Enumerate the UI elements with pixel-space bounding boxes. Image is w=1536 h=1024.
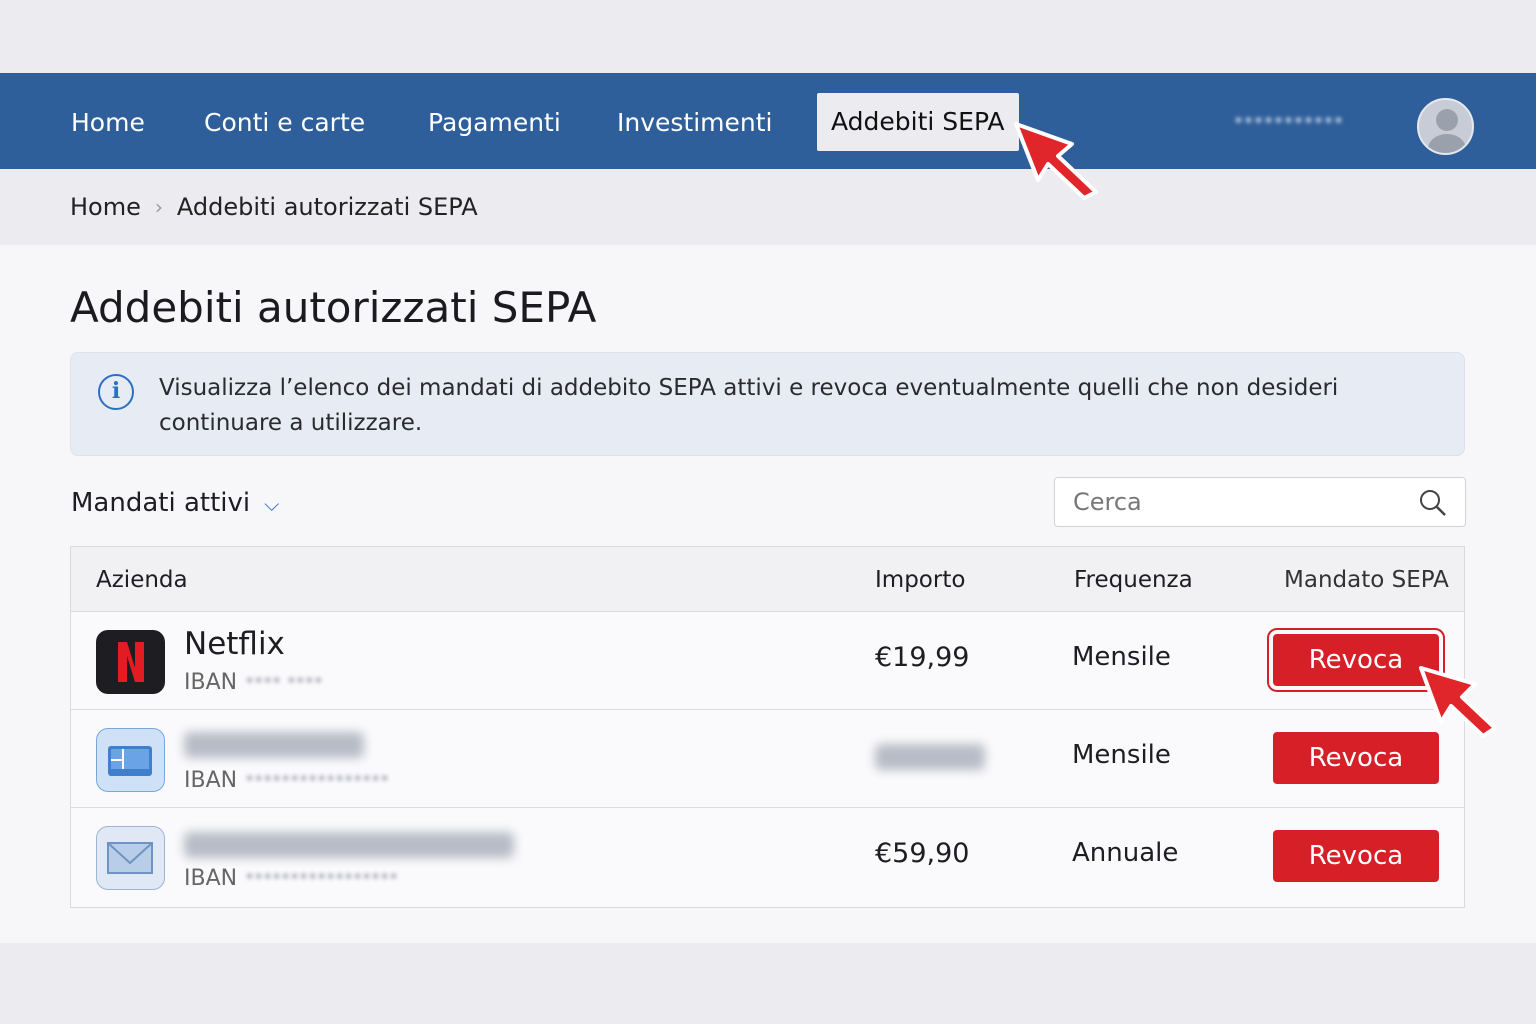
amount-redacted — [875, 744, 985, 770]
info-icon: i — [98, 374, 134, 410]
frequency: Annuale — [1072, 838, 1179, 868]
nav-addebiti-sepa[interactable]: Addebiti SEPA — [817, 93, 1019, 151]
breadcrumb-home[interactable]: Home — [70, 193, 141, 221]
avatar[interactable] — [1417, 98, 1474, 155]
pointer-arrow-icon — [1014, 122, 1098, 200]
user-name: *********** — [1234, 113, 1344, 134]
mandates-table: Azienda Importo Frequenza Mandato SEPA N… — [70, 546, 1465, 908]
amount: €19,99 — [875, 642, 970, 673]
company-name-redacted — [184, 732, 364, 758]
nav-pagamenti[interactable]: Pagamenti — [428, 108, 561, 137]
company-name: Netflix — [184, 626, 285, 662]
frequency: Mensile — [1072, 740, 1171, 770]
monitor-icon — [96, 728, 165, 792]
info-banner: i Visualizza l’elenco dei mandati di add… — [70, 352, 1465, 456]
table-header: Azienda Importo Frequenza Mandato SEPA — [71, 547, 1464, 612]
frequency: Mensile — [1072, 642, 1171, 672]
table-row: IBAN ***************** €59,90 Annuale Rev… — [71, 808, 1464, 906]
table-row: Netflix IBAN **** **** €19,99 Mensile Rev… — [71, 612, 1464, 710]
company-name-redacted — [184, 832, 514, 858]
nav-investimenti[interactable]: Investimenti — [617, 108, 773, 137]
search-icon[interactable] — [1419, 489, 1447, 517]
nav-conti-e-carte[interactable]: Conti e carte — [204, 108, 366, 137]
top-nav: Home Conti e carte Pagamenti Investiment… — [0, 73, 1536, 169]
info-text: Visualizza l’elenco dei mandati di addeb… — [159, 375, 1339, 436]
netflix-logo — [96, 630, 165, 694]
iban: IBAN **************** — [184, 768, 390, 793]
search-input[interactable] — [1073, 488, 1403, 516]
header-frequency: Frequenza — [1074, 567, 1193, 593]
header-amount: Importo — [875, 567, 966, 593]
pointer-arrow-icon — [1419, 666, 1497, 738]
header-company: Azienda — [96, 567, 188, 593]
breadcrumb: Home › Addebiti autorizzati SEPA — [70, 193, 478, 221]
mandate-filter-dropdown[interactable]: Mandati attivi ⌵ — [71, 488, 279, 518]
chevron-down-icon: ⌵ — [264, 492, 280, 516]
amount: €59,90 — [875, 838, 970, 869]
iban: IBAN ***************** — [184, 866, 399, 891]
page-title: Addebiti autorizzati SEPA — [70, 283, 597, 332]
revoke-button[interactable]: Revoca — [1267, 628, 1445, 692]
breadcrumb-current: Addebiti autorizzati SEPA — [176, 193, 478, 221]
revoke-button[interactable]: Revoca — [1273, 830, 1439, 882]
header-mandate: Mandato SEPA — [1284, 567, 1449, 593]
filter-label: Mandati attivi — [71, 488, 251, 518]
iban: IBAN **** **** — [184, 670, 323, 695]
chevron-right-icon: › — [154, 195, 163, 219]
table-row: IBAN **************** Mensile Revoca — [71, 710, 1464, 808]
search-box — [1054, 477, 1466, 527]
nav-home[interactable]: Home — [71, 108, 145, 137]
revoke-button[interactable]: Revoca — [1273, 732, 1439, 784]
mail-icon — [96, 826, 165, 890]
